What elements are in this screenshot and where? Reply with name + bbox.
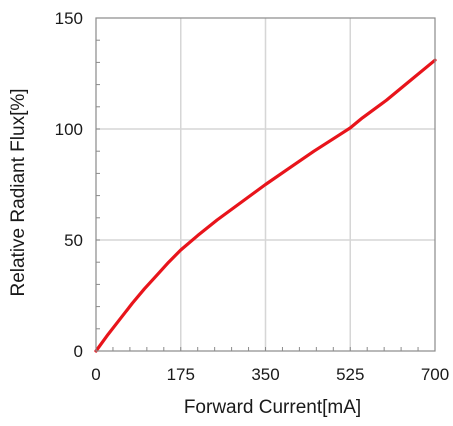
y-tick-label: 100 [55, 120, 83, 139]
x-tick-label: 350 [251, 365, 279, 384]
y-tick-label: 150 [55, 9, 83, 28]
series-layer [94, 58, 437, 353]
grid [96, 18, 435, 351]
x-axis-label: Forward Current[mA] [184, 397, 361, 418]
x-tick-label: 525 [336, 365, 364, 384]
x-tick-label: 0 [91, 365, 100, 384]
plot-frame [95, 17, 436, 352]
y-tick-label: 50 [64, 231, 83, 250]
y-tick-label: 0 [74, 342, 83, 361]
series-line [94, 58, 437, 353]
tick-labels: 0 175 350 525 700 0 50 100 150 [55, 9, 450, 384]
x-tick-label: 700 [421, 365, 449, 384]
y-axis-label: Relative Radiant Flux[%] [8, 88, 29, 296]
x-tick-label: 175 [167, 365, 195, 384]
